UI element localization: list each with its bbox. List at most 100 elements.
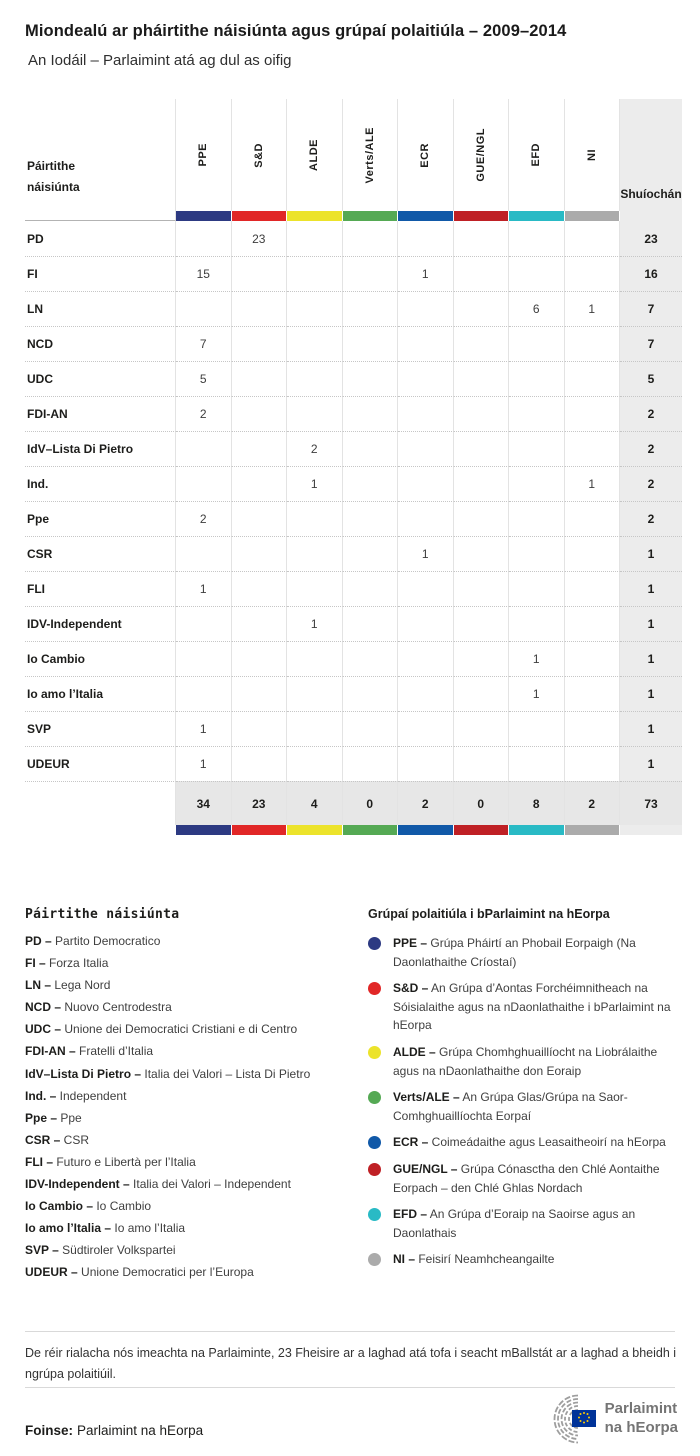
totals-spacer [25,781,176,825]
value-cell [231,326,287,361]
value-cell [564,256,620,291]
value-cell [342,361,398,396]
value-cell [287,571,343,606]
value-cell [287,361,343,396]
legend-national-parties: Páirtithe náisiúnta PD – Partito Democra… [25,907,368,1289]
party-legend-item: FI – Forza Italia [25,956,109,971]
logo-wordmark: Parlaimint na hEorpa [605,1400,678,1438]
party-legend-item: Ind. – Independent [25,1088,127,1103]
group-label: EFD [530,143,543,167]
party-name: Ind. [25,466,176,501]
group-color-dot [368,982,381,996]
value-cell [287,256,343,291]
source-label: Foinse: [25,1423,74,1438]
value-cell [176,291,232,326]
legend-parties-list: PD – Partito Democratico FI – Forza Itali… [25,935,368,1279]
value-cell [453,501,509,536]
value-cell [453,606,509,641]
group-col-header: ALDE [287,99,343,211]
group-color-bar [231,211,287,221]
value-cell [287,536,343,571]
value-cell: 1 [509,676,565,711]
party-legend-item: IdV–Lista Di Pietro – Italia dei Valori … [25,1066,311,1081]
value-cell [231,396,287,431]
seats-bar-spacer [620,825,682,835]
european-parliament-logo: Parlaimint na hEorpa [545,1394,678,1444]
seats-cell: 1 [620,711,682,746]
group-label: NI [585,149,598,161]
value-cell [342,431,398,466]
logo-line1: Parlaimint [604,1400,678,1418]
value-cell [565,221,620,256]
seats-bar-spacer [620,211,682,221]
seats-col-header: Shuíochán [620,99,682,211]
seats-cell: 2 [620,466,682,501]
value-cell: 7 [176,326,232,361]
group-legend-item: S&D – An Grúpa d’Aontas Forchéimnitheach… [368,979,680,1035]
group-color-bar [342,825,398,835]
seats-cell: 1 [620,606,682,641]
value-cell [342,256,398,291]
value-cell: 1 [287,606,343,641]
page-header: Miondealú ar pháirtithe náisiúnta agus g… [0,0,700,69]
value-cell [453,466,509,501]
legend-groups-heading: Grúpaí polaitiúla i bParlaimint na hEorp… [368,907,610,921]
group-color-bar [287,825,343,835]
value-cell [231,291,287,326]
group-col-header: NI [565,99,620,211]
total-value-cell: 4 [287,781,343,825]
value-cell [398,746,454,781]
group-col-header: S&D [232,99,287,211]
value-cell [231,711,287,746]
group-color-dot [368,1253,381,1267]
value-cell [398,711,454,746]
procedural-note: De réir rialacha nós imeachta na Parlaim… [25,1346,677,1381]
value-cell [287,711,343,746]
total-value-cell: 23 [231,781,287,825]
value-cell [398,326,454,361]
group-label: ALDE [308,139,321,171]
value-cell [287,746,343,781]
footer-bar-spacer [25,825,176,835]
seats-cell: 2 [620,501,682,536]
value-cell [453,711,509,746]
value-cell [287,326,343,361]
seats-total-cell: 73 [620,781,682,825]
value-cell: 1 [287,466,343,501]
value-cell [287,641,343,676]
logo-line2: na hEorpa [604,1419,678,1436]
value-cell [398,606,454,641]
value-cell: 1 [176,746,232,781]
value-cell: 6 [509,291,565,326]
value-cell [231,676,287,711]
group-legend-item: PPE – Grúpa Pháirtí an Phobail Eorpaigh … [368,934,680,971]
party-legend-item: PD – Partito Democratico [25,934,161,948]
seats-cell: 1 [620,746,682,781]
total-value-cell: 2 [398,781,454,825]
seats-cell: 2 [620,396,682,431]
value-cell: 2 [176,501,232,536]
value-cell [287,676,343,711]
party-name: UDEUR [25,746,176,781]
value-cell [453,256,509,291]
value-cell [398,361,454,396]
value-cell [231,361,287,396]
value-cell [509,221,565,256]
party-name: LN [25,291,176,326]
value-cell [231,501,287,536]
value-cell: 2 [176,396,232,431]
value-cell [231,256,287,291]
page-title: Miondealú ar pháirtithe náisiúnta agus g… [25,22,567,40]
party-name: Io amo l’Italia [25,676,176,711]
value-cell [454,221,509,256]
value-cell [343,221,398,256]
source-value: Parlaimint na hEorpa [77,1423,204,1438]
value-cell [453,361,509,396]
party-legend-item: UDC – Unione dei Democratici Cristiani e… [25,1022,298,1037]
value-cell: 23 [232,221,287,256]
group-legend-item: ECR – Coimeádaithe agus Leasaitheoirí na… [368,1133,680,1152]
seats-cell: 1 [620,536,682,571]
group-legend-item: NI – Feisirí Neamhcheangailte [368,1250,680,1269]
party-legend-item: Ppe – Ppe [25,1110,82,1125]
group-col-header: EFD [509,99,565,211]
